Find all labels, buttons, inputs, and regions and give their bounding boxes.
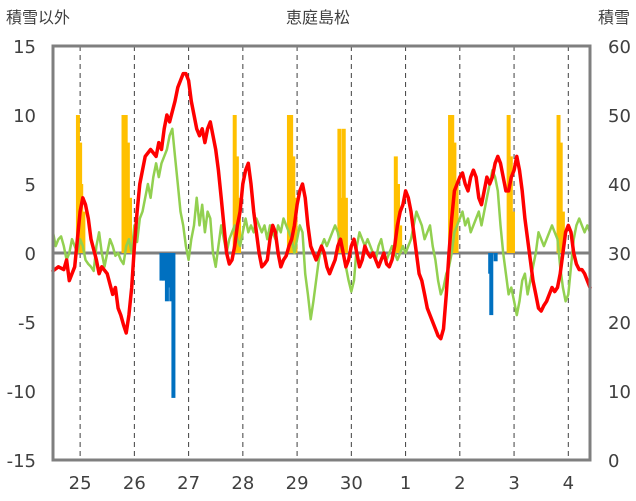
positive-bar: [286, 115, 291, 253]
positive-bar: [128, 197, 133, 253]
left-tick-label: -15: [7, 451, 36, 472]
right-tick-label: 40: [608, 175, 631, 196]
right-axis-ticks: 60 50 40 30 20 10 0: [608, 37, 631, 472]
positive-bar: [289, 115, 294, 253]
positive-bar: [232, 115, 237, 253]
x-tick-label: 3: [508, 473, 519, 494]
positive-bar: [510, 211, 515, 253]
positive-bar: [125, 142, 130, 253]
left-axis-label: 積雪以外: [6, 8, 70, 27]
positive-bar: [339, 197, 344, 253]
right-tick-label: 20: [608, 313, 631, 334]
negative-bar: [169, 253, 174, 302]
positive-bar: [121, 115, 126, 253]
left-tick-label: -5: [18, 313, 36, 334]
right-tick-label: 30: [608, 244, 631, 265]
positive-bar: [337, 128, 342, 253]
x-tick-label: 4: [563, 473, 574, 494]
x-tick-label: 28: [231, 473, 254, 494]
plot-area: [51, 44, 592, 462]
positive-bar: [291, 156, 296, 253]
lines: [51, 71, 592, 341]
chart-title: 恵庭島松: [286, 8, 350, 27]
positive-bar: [343, 197, 348, 253]
positive-bar: [81, 211, 86, 253]
x-tick-label: 2: [454, 473, 465, 494]
negative-bar: [493, 253, 498, 262]
positive-bar: [341, 128, 346, 253]
red-series-line: [51, 71, 592, 341]
x-axis-ticks: 25 26 27 28 29 30 1 2 3 4: [69, 473, 574, 494]
positive-bar: [448, 115, 453, 253]
left-tick-label: 15: [13, 37, 36, 58]
negative-bar: [171, 253, 176, 398]
positive-bar: [450, 115, 455, 253]
left-tick-label: 0: [25, 244, 36, 265]
x-tick-label: 30: [340, 473, 363, 494]
negative-bar: [489, 253, 494, 316]
positive-bar: [556, 115, 561, 253]
positive-bar: [79, 184, 84, 253]
x-tick-label: 27: [177, 473, 200, 494]
positive-bar: [75, 115, 80, 253]
x-tick-label: 26: [123, 473, 146, 494]
left-tick-label: 5: [25, 175, 36, 196]
negative-bar: [162, 253, 167, 281]
positive-bar: [393, 156, 398, 253]
positive-bar: [398, 225, 403, 253]
plot-frame: [51, 44, 592, 462]
positive-bar: [123, 115, 128, 253]
positive-bar: [558, 142, 563, 253]
left-tick-label: -10: [7, 382, 36, 403]
positive-bar: [508, 156, 513, 253]
positive-bar: [560, 211, 565, 253]
negative-bar: [164, 253, 169, 302]
right-tick-label: 60: [608, 37, 631, 58]
left-tick-label: 10: [13, 106, 36, 127]
x-tick-label: 25: [69, 473, 92, 494]
positive-bar: [454, 184, 459, 253]
positive-bar: [234, 156, 239, 253]
left-axis-ticks: 15 10 5 0 -5 -10 -15: [7, 37, 36, 472]
negative-bar: [159, 253, 164, 281]
right-tick-label: 10: [608, 382, 631, 403]
right-tick-label: 50: [608, 106, 631, 127]
x-tick-label: 29: [286, 473, 309, 494]
right-axis-label: 積雪: [598, 8, 630, 27]
x-tick-label: 1: [400, 473, 411, 494]
right-tick-label: 0: [608, 451, 619, 472]
negative-bar: [167, 253, 172, 288]
